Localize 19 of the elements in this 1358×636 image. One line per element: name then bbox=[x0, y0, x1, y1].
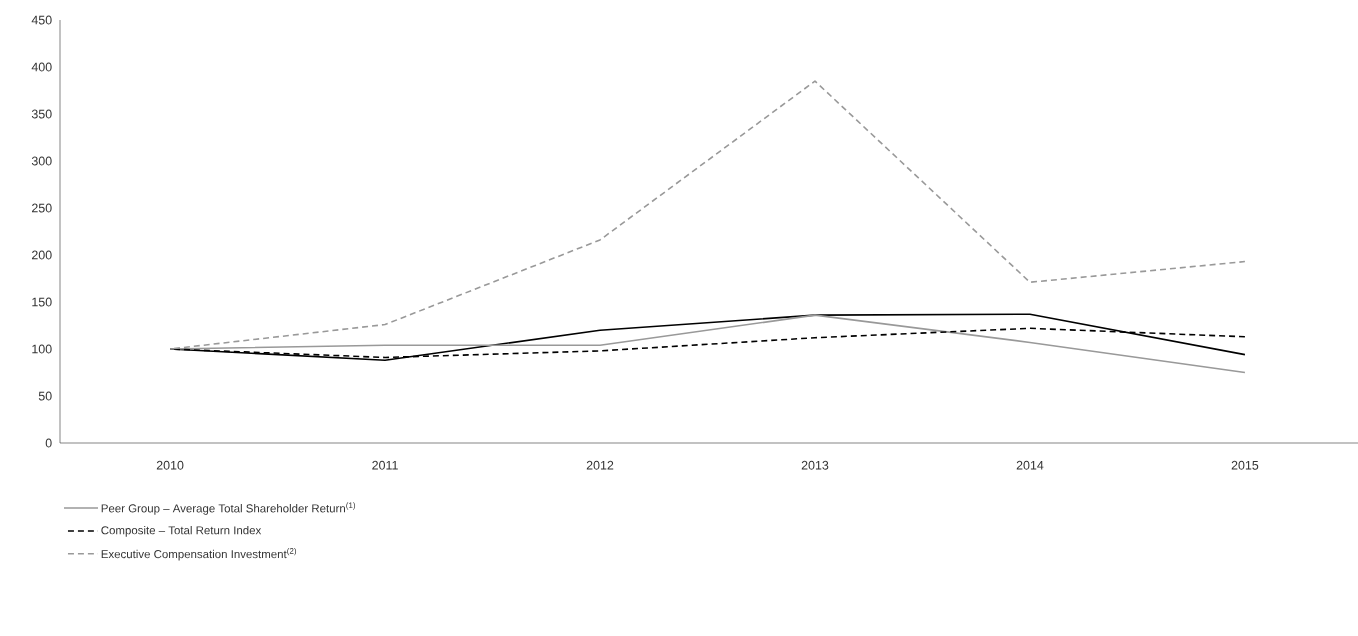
x-tick-label: 2013 bbox=[801, 460, 829, 470]
y-tick-label: 350 bbox=[31, 109, 52, 119]
x-tick-label: 2012 bbox=[586, 460, 614, 470]
y-tick-label: 400 bbox=[31, 62, 52, 72]
x-tick-label: 2010 bbox=[156, 460, 184, 470]
y-tick-label: 150 bbox=[32, 297, 52, 307]
x-tick-label: 2015 bbox=[1231, 460, 1259, 470]
y-tick-label: 50 bbox=[38, 391, 52, 401]
x-tick-label: 2014 bbox=[1016, 460, 1044, 470]
legend-label: Executive Compensation Investment$^{(2)}$ bbox=[101, 547, 297, 561]
y-tick-label: 200 bbox=[32, 250, 52, 260]
y-tick-label: 450 bbox=[31, 15, 52, 25]
y-tick-label: 300 bbox=[31, 156, 52, 166]
y-tick-label: 250 bbox=[32, 203, 52, 213]
legend-label: Composite – Total Return Index bbox=[101, 525, 262, 537]
y-tick-label: 100 bbox=[32, 344, 52, 354]
x-tick-label: 2011 bbox=[372, 460, 398, 470]
y-tick-label: 0 bbox=[45, 438, 52, 448]
legend-label: Peer Group – Average Total Shareholder Return$^{(1)}$ bbox=[101, 502, 356, 515]
